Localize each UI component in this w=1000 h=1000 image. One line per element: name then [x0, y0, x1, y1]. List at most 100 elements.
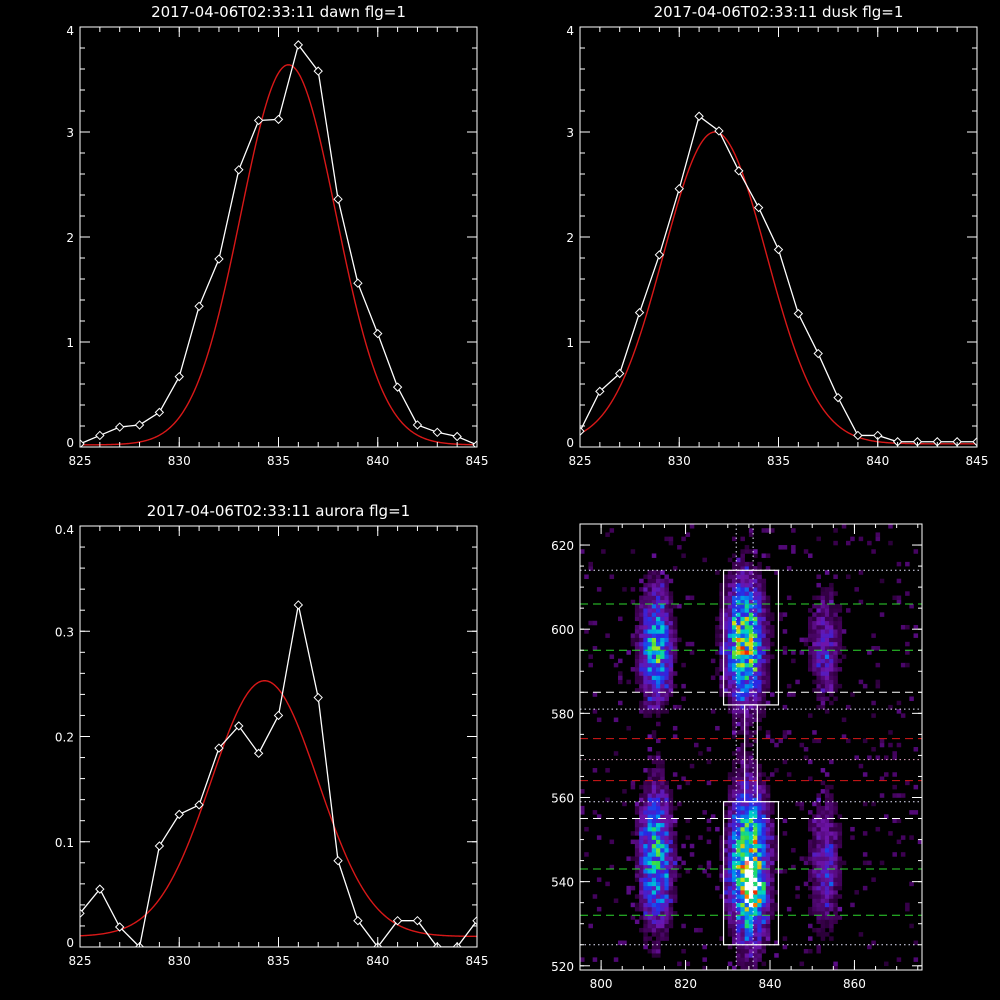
heatmap-cell [786, 692, 792, 697]
heatmap-cell [744, 717, 750, 723]
heatmap-cell [879, 738, 885, 744]
heatmap-cell [736, 818, 741, 824]
heatmap-cell [748, 603, 754, 609]
heatmap-cell [761, 839, 767, 845]
heatmap-cell [656, 894, 661, 899]
heatmap-cell [639, 633, 644, 638]
heatmap-cell [744, 709, 750, 714]
heatmap-cell [829, 616, 834, 622]
heatmap-cell [732, 709, 737, 714]
heatmap-cell [643, 709, 648, 714]
heatmap-cell [761, 654, 767, 659]
heatmap-cell [656, 696, 661, 702]
heatmap-cell [808, 894, 813, 899]
heatmap-cell [609, 528, 615, 533]
heatmap-cell [799, 856, 805, 861]
heatmap-cell [740, 587, 745, 592]
heatmap-cell [744, 772, 750, 777]
heatmap-cell [761, 801, 767, 807]
heatmap-cell [592, 709, 598, 714]
y-tick-label: 520 [551, 960, 574, 974]
heatmap-cell [656, 814, 661, 819]
heatmap-cell [732, 591, 737, 596]
heatmap-cell [808, 877, 813, 882]
heatmap-cell [820, 839, 826, 845]
heatmap-cell [837, 843, 843, 849]
data-point [694, 111, 704, 121]
heatmap-cell [660, 869, 665, 874]
heatmap-cell [664, 877, 669, 882]
heatmap-cell [757, 679, 762, 685]
heatmap-cell [651, 856, 657, 861]
heatmap-cell [727, 704, 733, 710]
heatmap-cell [647, 835, 653, 840]
heatmap-cell [727, 574, 733, 579]
heatmap-cell [668, 540, 674, 546]
heatmap-cell [748, 915, 754, 920]
heatmap-cell [867, 540, 872, 546]
heatmap-cell [761, 528, 767, 533]
heatmap-cell [639, 864, 644, 870]
heatmap-cell [782, 545, 788, 550]
heatmap-cell [740, 688, 745, 693]
heatmap-cell [664, 864, 669, 870]
heatmap-cell [672, 566, 678, 571]
heatmap-cell [808, 616, 813, 622]
heatmap-cell [639, 852, 644, 857]
heatmap-cell [753, 932, 758, 937]
heatmap-cell [748, 599, 754, 605]
heatmap-cell [757, 906, 762, 912]
heatmap-cell [744, 953, 750, 958]
heatmap-cell [634, 675, 640, 680]
heatmap-cell [664, 603, 669, 609]
heatmap-cell [757, 616, 762, 622]
heatmap-cell [580, 957, 585, 962]
heatmap-cell [748, 763, 754, 769]
heatmap-cell [850, 835, 855, 840]
heatmap-cell [833, 877, 838, 882]
heatmap-cell [833, 873, 838, 878]
heatmap-cell [656, 856, 661, 861]
heatmap-cell [820, 654, 826, 659]
heatmap-cell [736, 629, 741, 634]
heatmap-cell [719, 654, 724, 659]
heatmap-cell [740, 566, 745, 571]
heatmap-cell [727, 814, 733, 819]
heatmap-cell [757, 957, 762, 962]
heatmap-cell [685, 961, 691, 967]
heatmap-cell [651, 570, 657, 575]
heatmap-cell [618, 675, 623, 680]
heatmap-cell [765, 906, 771, 912]
heatmap-cell [833, 826, 838, 832]
heatmap-cell [799, 801, 805, 807]
heatmap-cell [656, 810, 661, 815]
heatmap-cell [736, 612, 741, 617]
heatmap-cell [757, 923, 762, 929]
heatmap-cell [634, 894, 640, 899]
x-tick-label: 845 [466, 954, 489, 968]
heatmap-cell [651, 793, 657, 798]
heatmap-cell [660, 856, 665, 861]
heatmap-cell [647, 797, 653, 802]
heatmap-cell [892, 751, 897, 756]
heatmap-cell [634, 650, 640, 655]
heatmap-cell [736, 747, 741, 752]
heatmap-cell [761, 612, 767, 617]
heatmap-cell [833, 965, 838, 970]
heatmap-cell [909, 835, 914, 840]
heatmap-cell [744, 784, 750, 790]
heatmap-cell [774, 847, 779, 853]
heatmap-cell [732, 927, 737, 933]
heatmap-cell [647, 911, 653, 916]
heatmap-cell [672, 852, 678, 857]
heatmap-cell [761, 772, 767, 777]
heatmap-cell [744, 683, 750, 689]
heatmap-cell [660, 793, 665, 798]
heatmap-cell [651, 675, 657, 680]
heatmap-cell [913, 810, 919, 815]
heatmap-cell [744, 948, 750, 954]
heatmap-cell [744, 620, 750, 626]
heatmap-cell [736, 688, 741, 693]
heatmap-cell [816, 595, 821, 601]
heatmap-cell [656, 633, 661, 638]
